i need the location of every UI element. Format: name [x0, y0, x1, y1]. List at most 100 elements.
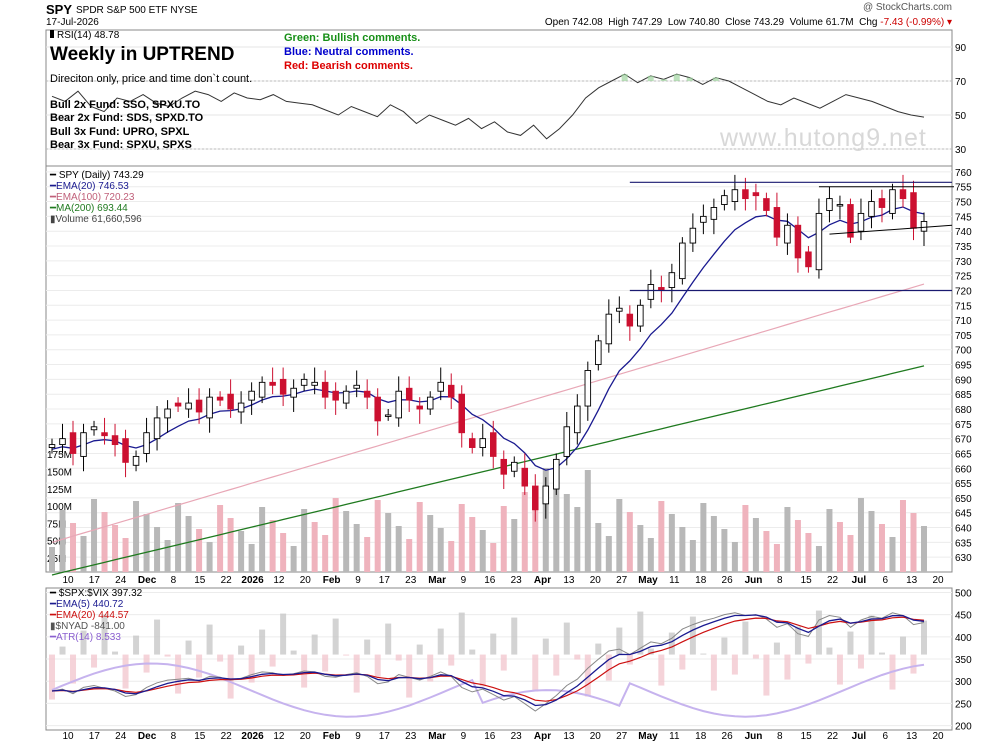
nyad-bar [395, 654, 402, 661]
x-tick-label: 9 [355, 575, 361, 586]
candle-body [321, 381, 329, 398]
nyad-bar [731, 654, 738, 675]
nyad-bar [112, 651, 119, 655]
volume-tick-label: 175M [47, 450, 72, 461]
volume-bar [595, 523, 602, 572]
volume-bar [637, 525, 644, 572]
panel-frame [45, 29, 953, 167]
chart-date: 17-Jul-2026 [46, 17, 99, 28]
candle-body [468, 438, 476, 448]
volume-bar [143, 514, 150, 572]
nyad-bar [658, 654, 665, 686]
volume-bar [227, 518, 234, 572]
candle-body [511, 461, 518, 472]
volume-bar [458, 504, 465, 572]
volume-bar [353, 524, 360, 572]
nyad-bar [847, 631, 854, 655]
volume-bar [437, 528, 444, 572]
bottom-triangle-line [829, 224, 953, 235]
volume-bar [878, 524, 885, 572]
volume-bar [259, 507, 266, 572]
legend-atr: ━ATR(14) 8.533 [50, 632, 121, 643]
nyad-bar [637, 611, 644, 655]
legend-price: ━ SPY (Daily) 743.29 [50, 170, 144, 181]
volume-bar [605, 536, 612, 572]
nyad-bar [364, 639, 371, 655]
nyad-bar [679, 654, 686, 670]
legend-ema20: ━EMA(20) 746.53 [50, 181, 129, 192]
volume-value: 61.7M [825, 17, 854, 28]
candle-body [668, 272, 676, 288]
x-tick-label: 16 [484, 731, 496, 742]
price-tick-label: 635 [955, 538, 972, 549]
volume-bar [469, 517, 476, 572]
x-tick-label: 22 [221, 575, 233, 586]
x-tick-label: Dec [138, 575, 157, 586]
nyad-bar [532, 654, 539, 692]
candle-body [353, 384, 360, 389]
volume-bar [248, 544, 255, 572]
candle-body [542, 485, 550, 505]
x-tick-label: 26 [722, 731, 734, 742]
candle-body [185, 402, 192, 410]
candle-body [132, 455, 140, 466]
candle-body [416, 405, 423, 410]
candle-body [532, 485, 539, 511]
volume-bar [112, 525, 119, 572]
candle-body [101, 432, 108, 437]
candle-body [111, 435, 119, 446]
volume-bar [805, 533, 812, 572]
candle-body [731, 189, 739, 203]
nyad-bar [815, 610, 822, 655]
price-tick-label: 670 [955, 435, 972, 446]
volume-bar [658, 501, 665, 572]
price-tick-label: 685 [955, 390, 972, 401]
candle-body [815, 212, 823, 271]
candle-body [206, 396, 213, 419]
ema20-ratio-line [51, 616, 925, 702]
x-tick-label: Apr [534, 731, 551, 742]
volume-bar [185, 516, 192, 572]
nyad-bar [227, 654, 234, 699]
rsi-tick-label: 70 [955, 77, 967, 88]
x-tick-label: 16 [484, 575, 496, 586]
x-tick-label: 10 [62, 731, 74, 742]
legend-nyad: ▮$NYAD -841.00 [50, 621, 125, 632]
ratio-tick-label: 450 [955, 611, 972, 622]
volume-bar [269, 520, 276, 572]
candle-body [374, 396, 381, 422]
candle-body [794, 224, 802, 259]
candle-body [332, 390, 339, 401]
price-tick-label: 690 [955, 375, 972, 386]
price-tick-label: 645 [955, 509, 972, 520]
nyad-bar [616, 627, 623, 655]
candle-body [826, 198, 833, 211]
volume-bar [343, 511, 350, 572]
nyad-bar [878, 652, 885, 655]
x-tick-label: 20 [300, 575, 312, 586]
nyad-bar [175, 654, 182, 694]
candle-body [521, 467, 529, 487]
nyad-bar [752, 654, 759, 659]
x-tick-label: 22 [827, 575, 839, 586]
volume-bar [311, 522, 318, 572]
candle-body [490, 432, 497, 457]
brand-logo[interactable]: @ StockCharts.com [862, 2, 952, 13]
candle-body [626, 313, 634, 327]
volume-bar [416, 502, 423, 572]
nyad-bar [406, 654, 413, 698]
x-tick-label: 24 [115, 731, 127, 742]
nyad-bar [133, 635, 140, 655]
ratio-tick-label: 400 [955, 633, 972, 644]
ema100-line [51, 283, 925, 543]
candle-body [773, 207, 781, 238]
nyad-bar [721, 637, 728, 655]
x-tick-label: 12 [273, 731, 285, 742]
volume-bar [857, 498, 864, 572]
x-tick-label: 20 [932, 731, 944, 742]
x-tick-label: Jul [852, 575, 867, 586]
x-tick-label: 8 [777, 731, 783, 742]
x-tick-label: 23 [511, 575, 523, 586]
x-tick-label: 20 [590, 731, 602, 742]
candle-body [752, 192, 760, 197]
